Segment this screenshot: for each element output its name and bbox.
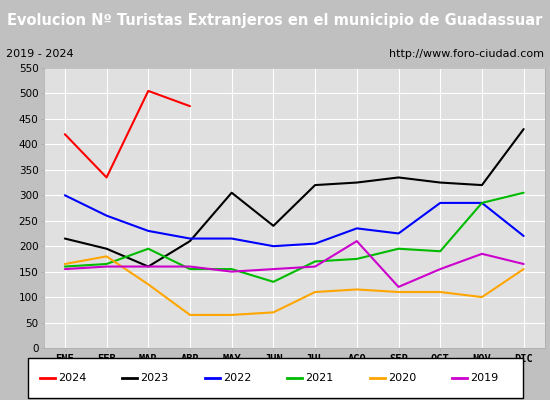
Text: 2024: 2024 [58,373,86,383]
Text: 2023: 2023 [141,373,169,383]
Text: Evolucion Nº Turistas Extranjeros en el municipio de Guadassuar: Evolucion Nº Turistas Extranjeros en el … [7,12,543,28]
Text: 2019: 2019 [470,373,499,383]
FancyBboxPatch shape [28,358,522,398]
Text: http://www.foro-ciudad.com: http://www.foro-ciudad.com [389,49,544,59]
Text: 2022: 2022 [223,373,251,383]
Text: 2021: 2021 [306,373,334,383]
Text: 2020: 2020 [388,373,416,383]
Text: 2019 - 2024: 2019 - 2024 [6,49,73,59]
